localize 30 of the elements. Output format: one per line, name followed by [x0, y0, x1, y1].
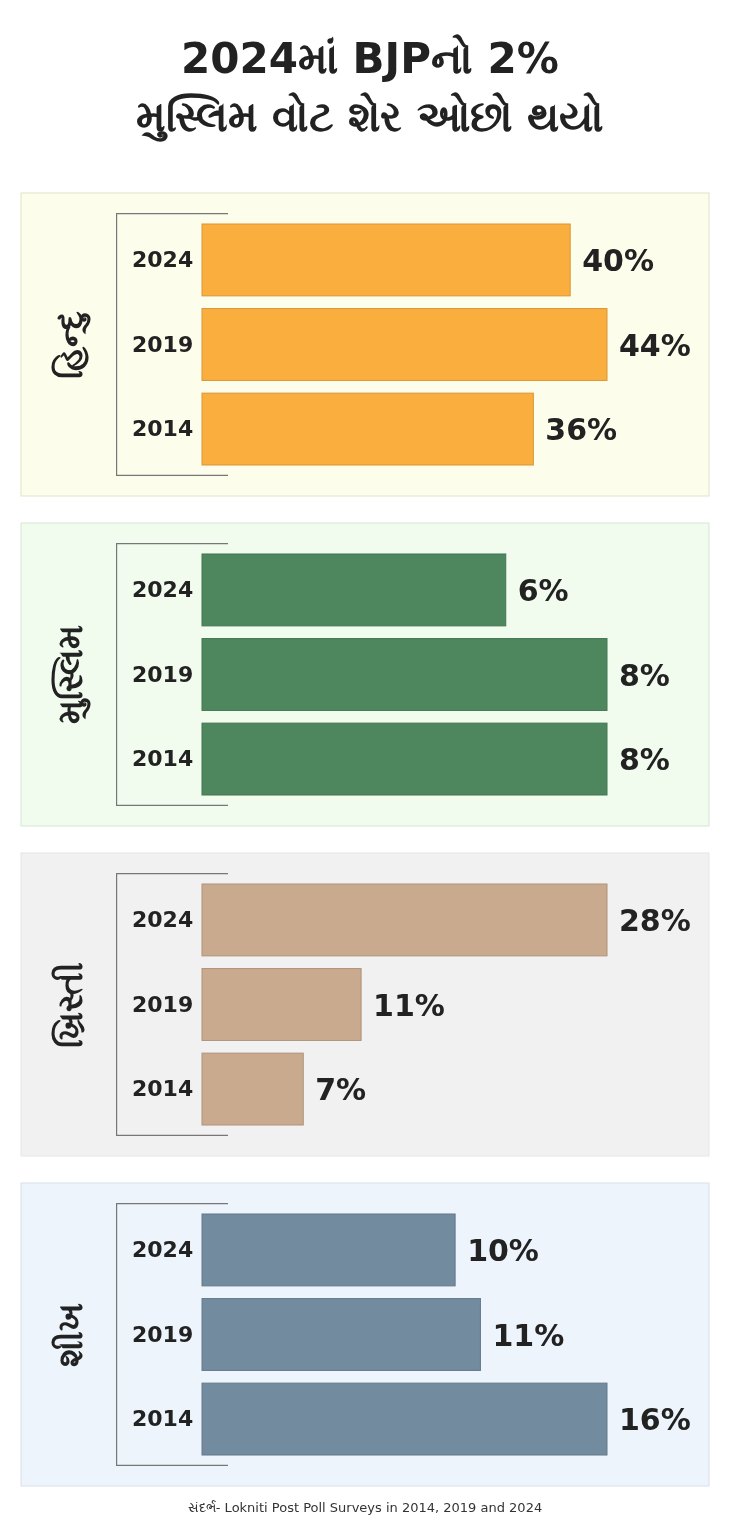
- y-tick-label: 2014: [132, 1406, 194, 1432]
- chart-title: 2024માં BJPનો 2% મુસ્લિમ વોટ શેર ઓછો થયો: [134, 33, 606, 144]
- data-label: 16%: [619, 1402, 691, 1438]
- data-label: 40%: [582, 242, 654, 278]
- y-axis-title: ખ્રિસ્તી: [50, 961, 90, 1048]
- data-label: 28%: [619, 902, 691, 938]
- y-tick-label: 2024: [132, 246, 194, 272]
- data-label: 8%: [619, 657, 670, 693]
- data-label: 44%: [619, 327, 691, 363]
- data-label: 6%: [517, 572, 569, 608]
- y-axis-title: હિન્દુ: [50, 310, 91, 379]
- data-label: 7%: [315, 1072, 367, 1108]
- data-label: 10%: [467, 1232, 539, 1268]
- text: સંદર્ભ- Lokniti Post Poll Surveys in 2014, 2019 and 2024: [187, 1500, 543, 1515]
- y-tick-label: 2024: [132, 576, 194, 602]
- y-axis-title: મુસ્લિમ: [50, 625, 91, 724]
- y-tick-label: 2019: [132, 331, 194, 357]
- y-tick-label: 2019: [132, 991, 194, 1017]
- y-tick-label: 2014: [132, 416, 194, 442]
- y-tick-label: 2019: [132, 661, 194, 687]
- y-tick-label: 2024: [132, 1236, 194, 1262]
- data-label: 36%: [545, 412, 618, 448]
- y-tick-label: 2019: [132, 1321, 194, 1347]
- y-tick-label: 2014: [132, 746, 194, 772]
- data-label: 8%: [619, 742, 670, 778]
- y-tick-label: 2024: [132, 906, 194, 932]
- data-label: 11%: [373, 987, 445, 1023]
- y-tick-label: 2014: [132, 1076, 194, 1102]
- data-label: 11%: [492, 1317, 565, 1353]
- y-axis-title: શીખ: [50, 1302, 90, 1367]
